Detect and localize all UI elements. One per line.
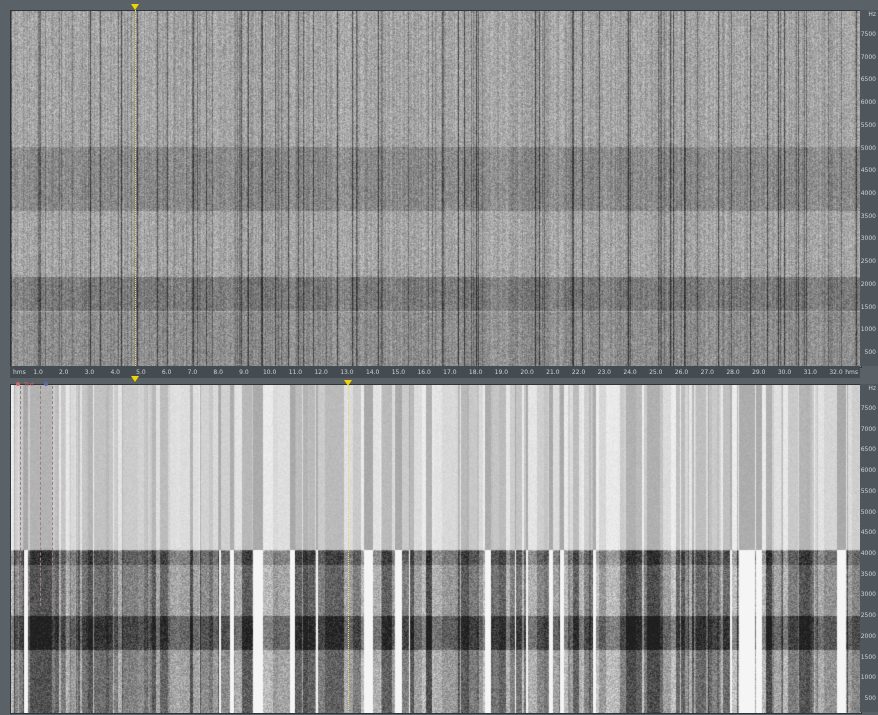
time-tick: 17.0	[443, 369, 457, 376]
marker-label[interactable]: Text	[24, 382, 35, 388]
frequency-bottom-tick: 3500	[860, 571, 876, 578]
frequency-bottom-tick: 4000	[860, 550, 876, 557]
time-tick: 32.0	[829, 369, 843, 376]
time-ruler[interactable]: hms hms 1.0 2.0 3.0 4.0 5.0 6.0 7.0 8.0 9.0 10.0 1…	[10, 366, 860, 378]
frequency-tick: 4000	[860, 190, 876, 197]
frequency-unit-label-bottom: Hz	[868, 385, 876, 392]
playhead-marker-small[interactable]	[131, 376, 139, 382]
spectrogram-bottom-pane: Hz 7500 7000 6500 6000 5500 5000 4500 4000 3500 3…	[0, 376, 878, 715]
frequency-tick: 4500	[860, 167, 876, 174]
selection-start-line[interactable]	[20, 386, 21, 606]
frequency-bottom-tick: 1000	[860, 674, 876, 681]
marker-end-icon[interactable]	[44, 382, 48, 386]
frequency-tick: 6500	[860, 76, 876, 83]
spectrogram-top-image[interactable]	[11, 11, 861, 367]
frequency-bottom-tick: 6000	[860, 467, 876, 474]
time-tick: 21.0	[546, 369, 560, 376]
playhead-line-bottom[interactable]	[348, 386, 349, 712]
frequency-axis-top: Hz 7500 7000 6500 6000 5500 5000 4500 4000 3500 3…	[860, 10, 878, 366]
spectrogram-bottom-image[interactable]	[11, 385, 861, 713]
frequency-tick: 3500	[860, 213, 876, 220]
time-tick: 10.0	[262, 369, 277, 376]
time-tick: 2.0	[58, 369, 69, 376]
frequency-tick: 6000	[860, 99, 876, 106]
playhead-marker-top[interactable]	[131, 4, 139, 10]
time-unit-label-right: hms	[845, 369, 858, 376]
frequency-tick: 3000	[860, 235, 876, 242]
frequency-bottom-tick: 5000	[860, 509, 876, 516]
frequency-bottom-tick: 1500	[860, 654, 876, 661]
time-tick: 26.0	[674, 369, 689, 376]
time-tick: 13.0	[340, 369, 354, 376]
frequency-tick: 5500	[860, 122, 876, 129]
time-tick: 25.0	[649, 369, 663, 376]
time-tick: 9.0	[239, 369, 249, 376]
time-tick: 4.0	[110, 369, 120, 376]
time-tick: 14.0	[365, 369, 380, 376]
time-tick: 29.0	[752, 369, 766, 376]
spectrogram-bottom[interactable]	[10, 384, 862, 714]
frequency-tick: 1500	[860, 304, 876, 311]
frequency-tick: 500	[864, 349, 876, 356]
frequency-tick: 2000	[860, 281, 876, 288]
time-tick: 5.0	[136, 369, 146, 376]
time-tick: 1.0	[33, 369, 43, 376]
frequency-bottom-tick: 4500	[860, 529, 876, 536]
selection-line-2[interactable]	[40, 386, 41, 606]
time-tick: 7.0	[187, 369, 198, 376]
time-unit-label-left: hms	[13, 369, 26, 376]
time-tick: 12.0	[314, 369, 328, 376]
spectrogram-top-pane: Hz 7500 7000 6500 6000 5500 5000 4500 4000 3500 3…	[0, 0, 878, 378]
time-tick: 3.0	[84, 369, 95, 376]
frequency-axis-bottom: Hz 7500 7000 6500 6000 5500 5000 4500 4000 3500 3…	[860, 384, 878, 712]
time-tick: 11.0	[288, 369, 303, 376]
frequency-tick: 7000	[860, 54, 876, 61]
spectrogram-top[interactable]	[10, 10, 862, 368]
frequency-bottom-tick: 5500	[860, 488, 876, 495]
playhead-line-top[interactable]	[135, 10, 136, 366]
time-tick: 6.0	[161, 369, 172, 376]
time-tick: 18.0	[468, 369, 483, 376]
frequency-tick: 7500	[860, 31, 876, 38]
time-tick: 16.0	[417, 369, 431, 376]
time-tick: 24.0	[623, 369, 637, 376]
selection-end-line[interactable]	[52, 386, 53, 606]
time-tick: 20.0	[520, 369, 534, 376]
time-tick: 23.0	[597, 369, 611, 376]
frequency-tick: 2500	[860, 258, 876, 265]
frequency-tick: 5000	[860, 145, 876, 152]
time-tick: 19.0	[494, 369, 509, 376]
frequency-tick: 1000	[860, 326, 876, 333]
frequency-bottom-tick: 500	[864, 695, 876, 702]
frequency-bottom-tick: 2000	[860, 633, 876, 640]
time-tick: 8.0	[213, 369, 223, 376]
time-tick: 22.0	[571, 369, 586, 376]
frequency-bottom-tick: 2500	[860, 612, 876, 619]
frequency-unit-label: Hz	[868, 11, 876, 18]
time-tick: 31.0	[803, 369, 817, 376]
frequency-bottom-tick: 7000	[860, 426, 876, 433]
time-tick: 30.0	[777, 369, 792, 376]
time-tick: 27.0	[700, 369, 714, 376]
marker-start-icon[interactable]	[16, 382, 20, 386]
frequency-bottom-tick: 6500	[860, 446, 876, 453]
time-tick: 28.0	[726, 369, 740, 376]
frequency-bottom-tick: 3000	[860, 591, 876, 598]
frequency-bottom-tick: 7500	[860, 405, 876, 412]
time-tick: 15.0	[391, 369, 406, 376]
playhead-marker-bottom[interactable]	[344, 380, 352, 386]
